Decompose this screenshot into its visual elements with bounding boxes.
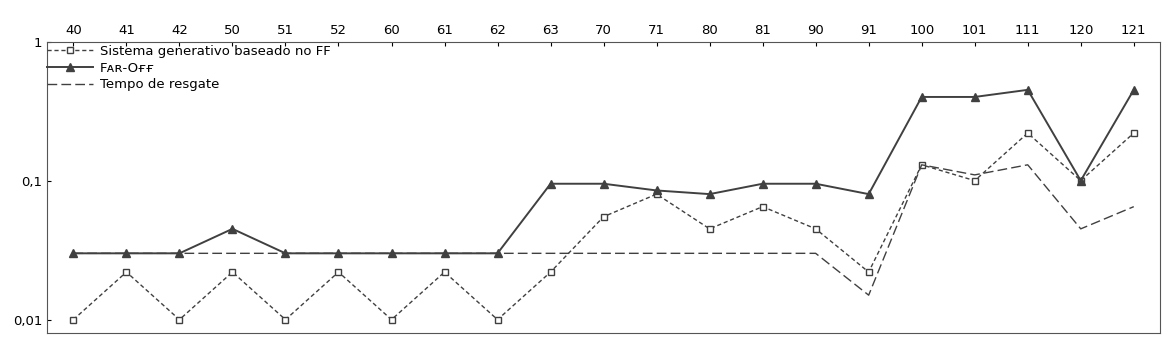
Legend: Sistema generativo baseado no FF, Fᴀʀ-Oғғ, Tempo de resgate: Sistema generativo baseado no FF, Fᴀʀ-Oғ… [47, 44, 331, 92]
